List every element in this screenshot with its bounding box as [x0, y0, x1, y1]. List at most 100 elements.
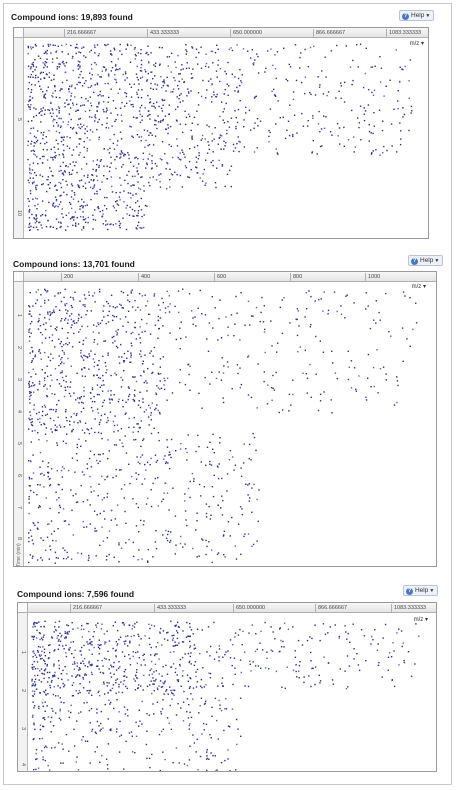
scatter-point: [162, 120, 164, 122]
scatter-point: [196, 144, 199, 147]
scatter-point: [189, 645, 192, 647]
scatter-point: [304, 76, 307, 78]
scatter-point: [99, 460, 101, 462]
scatter-point: [28, 478, 31, 480]
scatter-point: [67, 679, 69, 681]
scatter-point: [216, 93, 218, 96]
scatter-point: [211, 101, 213, 103]
scatter-point: [269, 131, 271, 134]
scatter-point: [251, 624, 253, 626]
scatter-point: [105, 224, 107, 226]
scatter-point: [61, 376, 64, 379]
plot-area[interactable]: 200 400 600 800 1000 m/z ▾ 1 2 3 4 5 6 7…: [13, 271, 437, 567]
scatter-point: [50, 468, 53, 470]
scatter-point: [79, 180, 81, 182]
scatter-point: [39, 728, 42, 731]
scatter-point: [112, 647, 114, 650]
axis-corner-checkbox[interactable]: [14, 272, 24, 281]
y-tick-label: 7: [16, 506, 22, 510]
scatter-point: [139, 227, 141, 229]
scatter-point: [188, 176, 190, 179]
scatter-point: [334, 624, 336, 626]
x-tick-label: 200: [61, 273, 73, 281]
scatter-point: [112, 142, 114, 145]
scatter-point: [44, 655, 46, 657]
scatter-point: [271, 90, 273, 92]
plot-area[interactable]: 216.666667 433.333333 650.000000 866.666…: [17, 602, 437, 772]
scatter-point: [33, 384, 35, 387]
scatter-point: [107, 73, 110, 75]
scatter-point: [71, 190, 73, 192]
scatter-point: [217, 685, 219, 687]
scatter-point: [110, 162, 112, 164]
scatter-point: [34, 678, 37, 681]
scatter-point: [162, 498, 164, 500]
scatter-point: [60, 385, 62, 387]
scatter-point: [200, 95, 203, 98]
scatter-point: [210, 737, 212, 739]
scatter-point: [166, 290, 168, 293]
help-button[interactable]: ? Help▼: [399, 10, 435, 21]
scatter-point: [29, 177, 31, 179]
x-axis: 200 400 600 800 1000: [14, 272, 436, 282]
scatter-point: [142, 158, 145, 161]
scatter-point: [49, 686, 52, 689]
scatter-point: [98, 136, 100, 138]
scatter-point: [212, 327, 214, 329]
scatter-point: [164, 758, 166, 761]
scatter-point: [69, 137, 71, 139]
scatter-point: [205, 62, 208, 65]
scatter-point: [322, 351, 325, 353]
y-axis: 5 10: [14, 38, 24, 238]
plot-area[interactable]: 216.666667 433.333333 650.000000 866.666…: [13, 27, 429, 239]
scatter-point: [58, 107, 61, 109]
help-button[interactable]: ? Help▼: [403, 585, 439, 596]
scatter-point: [283, 622, 286, 624]
scatter-point: [89, 129, 92, 131]
scatter-point: [310, 660, 312, 662]
scatter-point: [155, 407, 157, 410]
scatter-point: [108, 127, 110, 129]
scatter-point: [76, 675, 78, 677]
scatter-point: [214, 307, 216, 309]
scatter-point: [99, 421, 101, 424]
scatter-point: [77, 320, 79, 322]
scatter-point: [115, 444, 118, 446]
scatter-point: [84, 128, 86, 130]
scatter-point: [131, 135, 133, 137]
scatter-point: [123, 623, 125, 625]
scatter-point: [51, 393, 53, 395]
scatter-point: [224, 185, 226, 188]
scatter-point: [52, 226, 54, 229]
x-tick-label: 216.666667: [70, 604, 102, 612]
scatter-point: [265, 67, 267, 70]
scatter-point: [137, 96, 140, 99]
scatter-point: [223, 534, 225, 536]
scatter-point: [308, 675, 310, 677]
scatter-point: [149, 176, 151, 179]
scatter-point: [134, 326, 137, 329]
scatter-point: [357, 664, 360, 666]
scatter-point: [30, 315, 33, 317]
scatter-point: [391, 145, 393, 147]
scatter-point: [396, 380, 399, 382]
scatter-point: [151, 372, 153, 374]
scatter-point: [71, 430, 73, 433]
scatter-point: [125, 316, 127, 318]
scatter-point: [39, 352, 42, 354]
scatter-point: [152, 78, 154, 80]
scatter-point: [163, 693, 165, 695]
scatter-point: [122, 217, 124, 219]
scatter-point: [172, 91, 174, 93]
scatter-point: [78, 126, 80, 129]
help-button[interactable]: ? Help▼: [408, 255, 444, 266]
scatter-point: [140, 52, 142, 55]
scatter-point: [305, 292, 307, 294]
axis-corner-checkbox[interactable]: [18, 603, 28, 612]
scatter-point: [165, 128, 167, 130]
scatter-point: [283, 47, 285, 49]
scatter-point: [147, 45, 149, 47]
scatter-point: [130, 161, 132, 163]
scatter-point: [38, 632, 41, 634]
axis-corner-checkbox[interactable]: [14, 28, 24, 37]
